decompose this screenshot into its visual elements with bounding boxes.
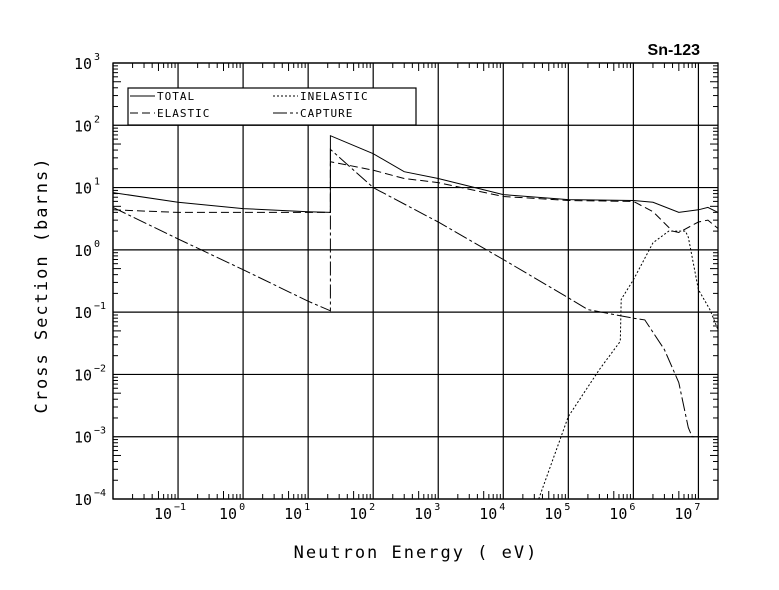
y-tick-exponent: 0 — [94, 239, 100, 250]
y-tick-label: 10 — [74, 429, 92, 447]
x-tick-label: 10 — [219, 505, 237, 523]
plot-frame — [112, 62, 719, 500]
axis-ticks — [113, 63, 719, 499]
x-tick-label: 10 — [544, 505, 562, 523]
x-tick-exponent: 2 — [369, 502, 375, 513]
y-tick-label: 10 — [74, 366, 92, 384]
y-tick-label: 10 — [74, 117, 92, 135]
x-tick-label: 10 — [284, 505, 302, 523]
legend: TOTAL ELASTIC INELASTIC CAPTURE — [127, 87, 417, 126]
y-axis-label: Cross Section (barns) — [32, 157, 52, 414]
x-tick-exponent: 0 — [239, 502, 245, 513]
tick-labels: 10 −1 10 0 10 1 10 2 10 3 10 4 10 5 10 6 10 710 310 210 110 0… — [74, 52, 701, 523]
x-tick-exponent: −1 — [174, 502, 186, 513]
x-tick-label: 10 — [414, 505, 432, 523]
x-tick-label: 10 — [349, 505, 367, 523]
x-tick-label: 10 — [479, 505, 497, 523]
legend-label-total: TOTAL — [157, 90, 195, 103]
x-tick-exponent: 4 — [499, 502, 505, 513]
x-tick-label: 10 — [609, 505, 627, 523]
series-capture — [112, 148, 718, 438]
y-tick-exponent: −3 — [94, 426, 106, 437]
legend-label-capture: CAPTURE — [300, 107, 353, 120]
x-tick-exponent: 1 — [304, 502, 310, 513]
y-tick-label: 10 — [74, 304, 92, 322]
grid — [112, 62, 718, 500]
x-tick-label: 10 — [674, 505, 692, 523]
series-lines — [112, 134, 719, 500]
x-tick-exponent: 3 — [434, 502, 440, 513]
y-tick-exponent: 3 — [94, 52, 100, 63]
y-tick-label: 10 — [74, 491, 92, 509]
series-inelastic — [538, 230, 719, 500]
legend-box — [127, 87, 417, 126]
y-tick-exponent: −1 — [94, 301, 106, 312]
series-elastic — [112, 161, 719, 234]
x-axis-label: Neutron Energy ( eV) — [294, 543, 539, 563]
x-tick-exponent: 6 — [629, 502, 635, 513]
y-tick-label: 10 — [74, 242, 92, 260]
y-tick-exponent: −2 — [94, 363, 106, 374]
chart-title: Sn-123 — [648, 42, 701, 59]
y-tick-exponent: 2 — [94, 114, 100, 125]
y-tick-label: 10 — [74, 180, 92, 198]
y-tick-exponent: −4 — [94, 488, 106, 499]
legend-label-inelastic: INELASTIC — [300, 90, 369, 103]
y-tick-exponent: 1 — [94, 177, 100, 188]
x-tick-label: 10 — [154, 505, 172, 523]
legend-label-elastic: ELASTIC — [157, 107, 210, 120]
y-tick-label: 10 — [74, 55, 92, 73]
x-tick-exponent: 7 — [694, 502, 700, 513]
series-total — [112, 134, 719, 213]
x-tick-exponent: 5 — [564, 502, 570, 513]
